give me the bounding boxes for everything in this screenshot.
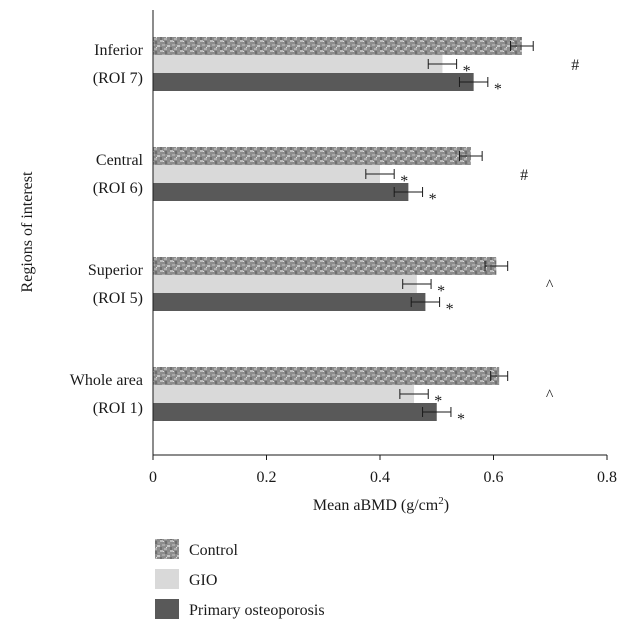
category-label: Central (ROI 6) — [93, 152, 144, 197]
legend-label: Control — [189, 542, 238, 559]
bar — [153, 183, 409, 201]
y-axis-title: Regions of interest — [19, 171, 36, 292]
x-axis-title: Mean aBMD (g/cm2) — [313, 495, 449, 514]
significance-marker: * — [463, 63, 471, 80]
group-annotation: ^ — [546, 387, 554, 404]
group-annotation: ^ — [546, 277, 554, 294]
bar — [153, 385, 415, 403]
bar — [153, 257, 497, 275]
category-label-line: Inferior — [94, 42, 144, 59]
legend-swatch — [155, 599, 179, 619]
x-axis-title-suffix: ) — [444, 497, 449, 514]
x-tick-label: 0.2 — [257, 469, 277, 486]
bar — [153, 165, 380, 183]
x-axis-title-superscript: 2 — [438, 495, 444, 507]
category-label: Whole area (ROI 1) — [70, 372, 143, 417]
category-label-line: Whole area — [70, 372, 143, 389]
x-tick-label: 0 — [149, 469, 157, 486]
significance-marker: * — [457, 411, 465, 428]
category-label-line: Superior — [88, 262, 144, 279]
category-label-line: Central — [96, 152, 144, 169]
significance-marker: * — [446, 301, 454, 318]
legend-label: Primary osteoporosis — [189, 602, 325, 619]
bar — [153, 73, 474, 91]
category-label-line: (ROI 5) — [93, 290, 143, 307]
legend-label: GIO — [189, 572, 217, 589]
category-label-line: (ROI 1) — [93, 400, 143, 417]
bar — [153, 37, 522, 55]
group-annotation: # — [571, 57, 579, 74]
plot-area: **#**#**^**^ — [153, 37, 579, 428]
axes: Inferior (ROI 7) Central (ROI 6) Superior (RO… — [70, 10, 617, 486]
category-label: Superior (ROI 5) — [88, 262, 144, 307]
category-label-line: (ROI 6) — [93, 180, 143, 197]
x-tick-label: 0.4 — [370, 469, 390, 486]
legend: Control GIO Primary osteoporosis — [155, 539, 325, 619]
significance-marker: * — [434, 393, 442, 410]
significance-marker: * — [429, 191, 437, 208]
bar — [153, 293, 426, 311]
group-annotation: # — [520, 167, 528, 184]
bar — [153, 403, 437, 421]
significance-marker: * — [400, 173, 408, 190]
x-tick-label: 0.6 — [484, 469, 504, 486]
bar — [153, 367, 500, 385]
category-label-line: (ROI 7) — [93, 70, 143, 87]
bar — [153, 55, 443, 73]
x-tick-label: 0.8 — [597, 469, 617, 486]
legend-swatch — [155, 569, 179, 589]
significance-marker: * — [494, 81, 502, 98]
bar — [153, 147, 471, 165]
significance-marker: * — [437, 283, 445, 300]
legend-swatch — [155, 539, 179, 559]
bar — [153, 275, 417, 293]
category-label: Inferior (ROI 7) — [93, 42, 144, 87]
